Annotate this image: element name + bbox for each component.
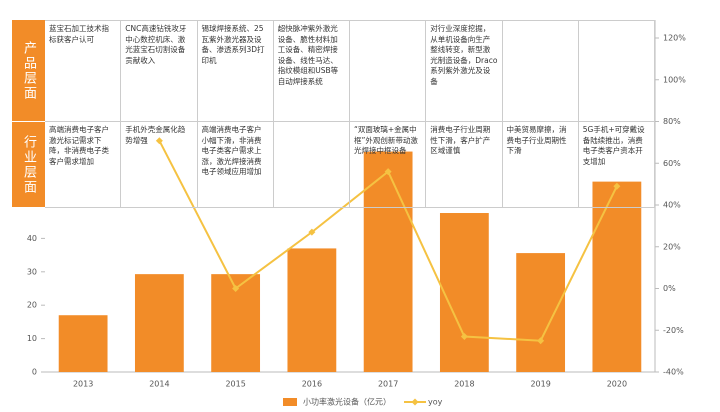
- legend-label: 小功率激光设备（亿元）: [303, 397, 391, 407]
- legend-label: yoy: [428, 398, 443, 407]
- x-tick-label: 2019: [530, 380, 550, 389]
- line-marker: [155, 137, 163, 145]
- line-marker: [460, 333, 468, 341]
- y2-tick-label: 0%: [663, 284, 676, 293]
- y2-tick-label: -40%: [663, 368, 684, 377]
- y2-tick-label: -20%: [663, 326, 684, 335]
- bar: [592, 181, 642, 372]
- x-tick-label: 2016: [302, 380, 322, 389]
- line-marker: [537, 337, 545, 345]
- y-tick-label: 10: [27, 334, 37, 343]
- bar: [58, 315, 108, 372]
- bar: [287, 248, 337, 372]
- legend-swatch: [411, 398, 419, 406]
- line-marker: [308, 228, 316, 236]
- y-tick-label: 0: [32, 368, 37, 377]
- y2-tick-label: 120%: [663, 34, 686, 43]
- legend-swatch: [283, 398, 297, 406]
- line-marker: [613, 182, 621, 190]
- y2-tick-label: 60%: [663, 159, 681, 168]
- y2-tick-label: 20%: [663, 242, 681, 251]
- y-tick-label: 20: [27, 301, 37, 310]
- line-marker: [232, 285, 240, 292]
- x-tick-label: 2013: [73, 380, 93, 389]
- line-marker: [384, 168, 392, 176]
- bar: [516, 253, 566, 372]
- bar: [363, 151, 413, 372]
- x-tick-label: 2018: [454, 380, 474, 389]
- y2-tick-label: 100%: [663, 75, 686, 84]
- y-tick-label: 30: [27, 267, 37, 276]
- bar: [439, 213, 489, 372]
- x-tick-label: 2020: [607, 380, 627, 389]
- x-tick-label: 2014: [149, 380, 169, 389]
- y2-tick-label: 40%: [663, 201, 681, 210]
- y2-tick-label: 80%: [663, 117, 681, 126]
- x-tick-label: 2015: [225, 380, 245, 389]
- x-tick-label: 2017: [378, 380, 398, 389]
- bar: [134, 274, 184, 372]
- y-tick-label: 40: [27, 234, 37, 243]
